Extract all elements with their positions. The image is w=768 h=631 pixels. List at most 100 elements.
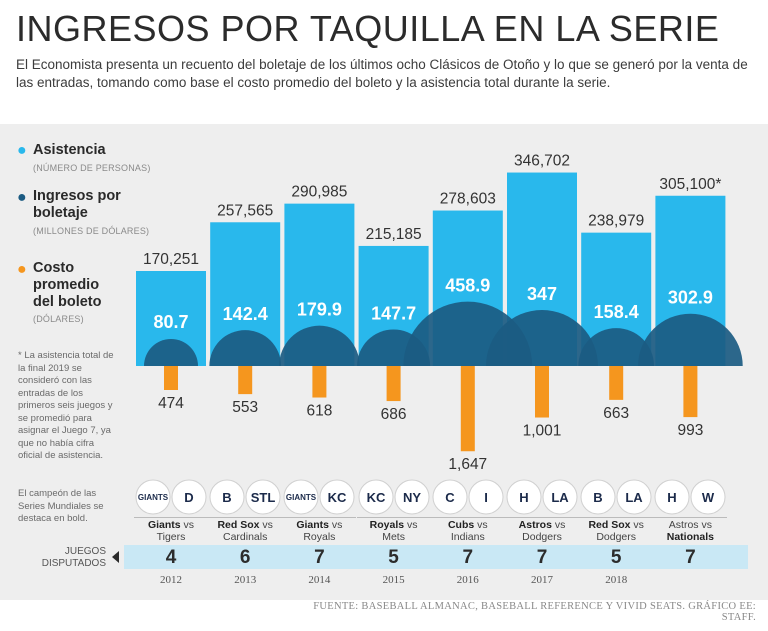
team1-logo-text: B <box>222 490 231 505</box>
team1-logo-text: GIANTS <box>286 493 317 502</box>
cost-bar <box>312 366 327 398</box>
attendance-value-label: 346,702 <box>514 153 570 170</box>
team2-logo-text: NY <box>403 490 421 505</box>
team2-name: Nationals <box>666 531 715 543</box>
matchup-label: Red Sox vs Cardinals <box>208 519 282 543</box>
team1-logo-text: H <box>519 490 528 505</box>
matchup-separator <box>505 517 579 518</box>
games-played-value: 7 <box>462 547 474 568</box>
revenue-dome <box>638 313 743 366</box>
revenue-value-label: 179.9 <box>297 300 342 320</box>
cost-value-label: 686 <box>381 406 407 423</box>
team1-logo-icon <box>135 479 171 515</box>
note-champion-bold: El campeón de las Series Mundiales se de… <box>18 488 104 524</box>
team1-logo-text: C <box>445 490 455 505</box>
cost-value-label: 1,001 <box>523 423 562 440</box>
attendance-value-label: 170,251 <box>143 251 199 268</box>
games-played-value: 5 <box>610 547 622 568</box>
team2-name: Dodgers <box>596 531 637 543</box>
games-played-value: 7 <box>536 547 548 568</box>
matchup-separator <box>208 517 283 518</box>
games-played-value: 5 <box>388 547 399 568</box>
matchup-label: Giants vs Tigers <box>134 519 208 543</box>
attendance-value-label: 305,100* <box>659 176 721 193</box>
revenue-value-label: 142.4 <box>223 304 268 324</box>
team1-logo-icon <box>283 479 319 515</box>
attendance-value-label: 215,185 <box>366 226 422 243</box>
team2-logo-text: KC <box>328 490 347 505</box>
page-subtitle: El Economista presenta un recuento del b… <box>16 57 748 90</box>
team1-logo-text: H <box>668 490 677 505</box>
note-2019-attendance: * La asistencia total de la final 2019 s… <box>18 350 114 461</box>
cost-legend-title: Costo promedio del boleto <box>33 260 102 310</box>
team1-name: Astros <box>668 519 699 531</box>
attendance-value-label: 290,985 <box>291 184 347 201</box>
team2-logo-text: I <box>484 490 488 505</box>
team1-name: Astros <box>518 519 552 531</box>
attendance-legend-dot: ● <box>17 142 27 159</box>
revenue-dome <box>486 310 598 366</box>
cost-bar <box>609 366 624 400</box>
vs-label: vs <box>698 519 712 531</box>
team1-name: Cubs <box>447 519 475 531</box>
chart-labels: 170,251 80.7 474 257,565 142.4 553 290,985 179.… <box>143 153 721 474</box>
team2-name: Cardinals <box>223 531 268 543</box>
team-logos: KC NY <box>358 479 430 515</box>
team1-name: Giants <box>147 519 181 531</box>
revenue-value-label: 147.7 <box>371 303 416 323</box>
cost-value-label: 993 <box>677 422 703 439</box>
team1-logo-icon <box>654 479 690 515</box>
team2-logo-icon <box>245 479 281 515</box>
revenue-legend-sub: (MILLONES DE DÓLARES) <box>33 226 150 236</box>
team2-logo-text: LA <box>626 490 644 505</box>
revenue-value-label: 347 <box>527 284 557 304</box>
games-played-label: JUEGOS DISPUTADOS <box>41 546 106 569</box>
attendance-legend-sub: (NÚMERO DE PERSONAS) <box>33 163 151 173</box>
year-label: 2018 <box>605 574 628 586</box>
team2-name: Tigers <box>156 531 186 543</box>
year-label: 2012 <box>160 574 182 586</box>
attendance-value-label: 257,565 <box>217 202 273 219</box>
revenue-dome <box>144 339 198 366</box>
revenue-value-label: 80.7 <box>153 312 188 332</box>
year-label: 2014 <box>308 574 331 586</box>
team-logos: H LA <box>506 479 578 515</box>
vs-label: vs <box>404 519 418 531</box>
team1-name: Red Sox <box>217 519 260 531</box>
cost-value-label: 1,647 <box>448 456 487 473</box>
team2-name: Dodgers <box>522 531 562 543</box>
team2-logo-text: W <box>702 490 715 505</box>
team2-logo-icon <box>542 479 578 515</box>
matchup-separator <box>282 517 357 518</box>
games-played-value: 7 <box>685 547 696 568</box>
team-logos: GIANTS KC <box>283 479 355 515</box>
revenue-domes <box>144 301 743 366</box>
team2-name: Mets <box>382 531 405 543</box>
matchup-separator <box>653 517 728 518</box>
matchup-label: Cubs vs Indians <box>431 519 505 543</box>
year-label: 2017 <box>531 574 553 586</box>
cost-bar <box>164 366 178 390</box>
team1-name: Royals <box>369 519 405 531</box>
attendance-value-label: 238,979 <box>588 213 644 230</box>
cost-value-label: 553 <box>232 399 258 416</box>
vs-label: vs <box>474 519 488 531</box>
cost-value-label: 474 <box>158 395 184 412</box>
cost-legend-dot: ● <box>17 261 27 278</box>
page-title: INGRESOS POR TAQUILLA EN LA SERIE <box>16 8 720 49</box>
revenue-value-label: 302.9 <box>668 288 713 308</box>
team2-logo-text: LA <box>551 490 569 505</box>
cost-bar <box>535 366 549 418</box>
revenue-dome <box>279 325 360 366</box>
vs-label: vs <box>180 519 195 531</box>
year-label: 2015 <box>382 574 405 586</box>
games-played-value: 6 <box>239 547 251 568</box>
team1-name: Giants <box>296 519 330 531</box>
team2-name: Indians <box>450 531 485 543</box>
matchup-separator <box>430 517 505 518</box>
attendance-value-label: 278,603 <box>440 191 496 208</box>
vs-label: vs <box>259 519 273 531</box>
